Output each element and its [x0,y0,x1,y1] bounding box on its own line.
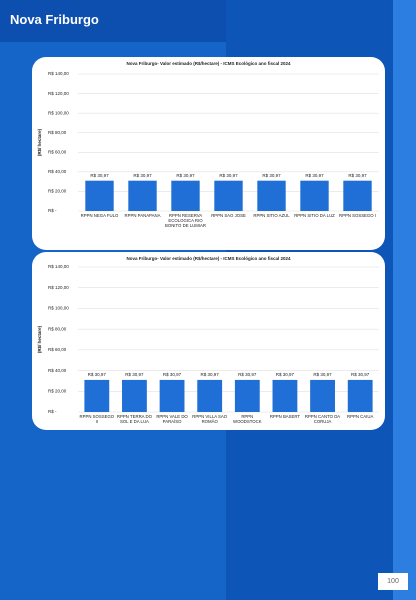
y-tick-label: R$ 40,00 [48,169,67,174]
x-tick-label-box: RPPN NEGA FULO [80,214,119,218]
y-tick-label: R$ 20,00 [48,388,67,393]
x-tick-label: RPPN NEGA FULO [80,214,119,218]
bar [214,180,243,211]
y-tick-label: R$ 80,00 [48,130,67,135]
data-label: R$ 30,97 [238,372,257,377]
bar [85,180,114,211]
x-tick-label-box: RPPN WOODSTOCK [233,415,262,424]
bar [347,379,373,412]
x-tick-label-box: RPPN SITIO AZUL [253,214,290,218]
x-tick-label: RPPN TERRA DO SOL E DA LUA [116,415,152,424]
page-number: 100 [378,573,408,590]
x-tick-label-box: RPPN SITIO DA LUZ [294,214,335,218]
bar [122,379,147,412]
data-label: R$ 30,97 [176,173,195,178]
y-tick-label: R$ 100,00 [48,306,69,311]
data-label: R$ 30,97 [305,173,324,178]
data-label: R$ 30,97 [348,173,367,178]
y-tick-label: R$ 100,00 [48,110,69,115]
chart-title: Nova Friburgo- Valor estimado (R$/hectar… [126,61,291,66]
x-tick-label-box: RPPN SOSSEGO I [338,214,376,218]
bar [272,379,298,412]
y-tick-label: R$ 140,00 [48,264,69,269]
x-tick-label-box: RPPN BASERT [269,415,301,419]
data-label: R$ 30,97 [133,173,152,178]
x-tick-label: RPPN WOODSTOCK [233,415,262,424]
x-tick-label-box: RPPN VALE DO PARAÍSO [156,415,188,424]
data-label: R$ 30,97 [90,173,109,178]
y-tick-label: R$ 40,00 [48,368,67,373]
x-tick-label: RPPN SOSSEGO I [338,214,376,218]
x-tick-label: RPPN SITIO DA LUZ [294,214,335,218]
side-stripe [393,0,416,600]
y-tick-label: R$ 60,00 [48,347,67,352]
x-tick-label-box: RPPN RESERVA ECOLOGICA RIO BONITO DE LUM… [165,214,206,228]
data-label: R$ 30,97 [313,372,332,377]
bar [159,379,185,412]
y-tick-label: R$ 120,00 [48,91,69,96]
y-tick-label: R$ 120,00 [48,285,69,290]
page-title: Nova Friburgo [10,12,99,27]
bar [343,180,372,211]
y-tick-label: R$ - [48,409,57,414]
x-tick-label-box: RPPN TERRA DO SOL E DA LUA [116,415,152,424]
x-tick-label: RPPN SITIO AZUL [253,214,290,218]
data-label: R$ 30,97 [262,173,281,178]
x-tick-label-box: RPPN SOSSEGO II [79,415,115,424]
x-tick-label: RPPN VALE DO PARAÍSO [156,415,188,424]
data-label: R$ 30,97 [125,372,144,377]
data-label: R$ 30,97 [88,372,107,377]
x-tick-label-box: RPPN CANTO DA CORUJA [304,415,341,424]
bar [84,379,110,412]
bar [171,180,200,211]
data-label: R$ 30,97 [276,372,295,377]
x-tick-label-box: RPPN VILLA SÃO ROMÃO [192,415,228,424]
x-tick-label: RPPN CANTO DA CORUJA [304,415,341,424]
bar [300,180,329,211]
x-tick-label: RPPN RESERVA ECOLOGICA RIO BONITO DE LUM… [165,214,206,228]
y-axis-label: (R$/ hectare) [37,128,42,156]
x-tick-label-box: RPPN SÃO JOSÉ [211,214,246,218]
bar [310,379,335,412]
data-label: R$ 30,97 [163,372,182,377]
bar [197,379,223,412]
chart: Nova Friburgo- Valor estimado (R$/hectar… [32,57,385,250]
x-tick-label: RPPN SÃO JOSÉ [211,214,246,218]
x-tick-label: RPPN VILLA SÃO ROMÃO [192,415,228,424]
y-tick-label: R$ 140,00 [48,71,69,76]
bar [128,180,157,211]
data-label: R$ 30,97 [201,372,220,377]
bar [234,379,260,412]
x-tick-label-box: RPPN CAIUA [347,415,374,419]
x-tick-label-box: RPPN PANAPANA [124,214,161,218]
x-tick-label: RPPN SOSSEGO II [79,415,115,424]
chart: Nova Friburgo- Valor estimado (R$/hectar… [32,252,385,430]
data-label: R$ 30,97 [219,173,238,178]
x-tick-label: RPPN PANAPANA [124,214,161,218]
chart-title: Nova Friburgo- Valor estimado (R$/hectar… [126,256,291,261]
y-tick-label: R$ 60,00 [48,149,67,154]
x-tick-label: RPPN CAIUA [347,415,374,419]
data-label: R$ 30,97 [351,372,370,377]
y-tick-label: R$ 20,00 [48,189,67,194]
chart-background [32,57,385,250]
y-axis-label: (R$/ hectare) [37,325,42,353]
x-tick-label: RPPN BASERT [269,415,301,419]
y-tick-label: R$ - [48,208,57,213]
y-tick-label: R$ 80,00 [48,326,67,331]
bar [257,180,286,211]
